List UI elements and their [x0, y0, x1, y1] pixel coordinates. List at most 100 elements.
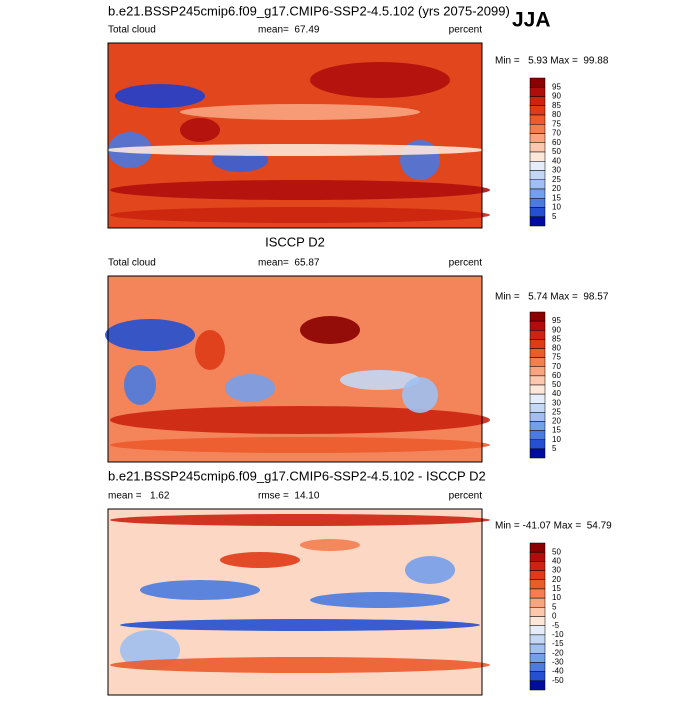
colorbar-label: 5 [552, 444, 557, 453]
colorbar-box [529, 430, 546, 440]
panel-title: ISCCP D2 [265, 234, 325, 249]
map-field [115, 84, 205, 108]
colorbar-box [529, 662, 546, 672]
stat-label: mean= 65.87 [258, 258, 320, 269]
colorbar-box [529, 320, 546, 331]
colorbar-label: 85 [552, 101, 561, 110]
colorbar-box [529, 607, 546, 617]
stat-label: rmse = 14.10 [258, 491, 320, 502]
colorbar-box [529, 643, 546, 654]
colorbar-label: 80 [552, 344, 561, 353]
colorbar-box [529, 142, 546, 153]
map-field [180, 118, 220, 142]
units-label: percent [449, 25, 483, 36]
colorbar-label: 85 [552, 334, 561, 343]
colorbar-label: 25 [552, 175, 561, 184]
colorbar-box [529, 330, 546, 340]
stat-label: mean= 67.49 [258, 25, 320, 36]
map-field [220, 552, 300, 568]
map-field [110, 406, 490, 434]
colorbar-label: 30 [552, 166, 561, 175]
map-field [300, 316, 360, 344]
map-field [120, 619, 480, 631]
colorbar-box [529, 625, 546, 636]
colorbar-label: 0 [552, 612, 557, 621]
map-background [108, 276, 482, 462]
map-field [110, 514, 490, 526]
map-field [110, 207, 490, 223]
colorbar-box [529, 198, 546, 208]
colorbar-label: 5 [552, 212, 557, 221]
colorbar-label: 20 [552, 184, 561, 193]
colorbar-box [529, 77, 546, 88]
colorbar-box [529, 188, 546, 199]
colorbar-box [529, 597, 546, 608]
colorbar-box [529, 311, 546, 322]
colorbar-box [529, 207, 546, 217]
colorbar-label: 95 [552, 316, 561, 325]
colorbar-label: 50 [552, 380, 561, 389]
colorbar-label: 60 [552, 138, 561, 147]
map-field [110, 657, 490, 673]
colorbar-label: 75 [552, 119, 561, 128]
colorbar-label: -30 [552, 658, 564, 667]
variable-label: Total cloud [108, 258, 156, 269]
map-field [405, 556, 455, 584]
colorbar-box [529, 339, 546, 349]
colorbar-label: 40 [552, 556, 561, 565]
colorbar-label: 15 [552, 584, 561, 593]
colorbar-box [529, 561, 546, 571]
colorbar-box [529, 375, 546, 386]
colorbar-box [529, 161, 546, 171]
units-label: percent [449, 258, 483, 269]
map-field [225, 374, 275, 402]
colorbar-box [529, 87, 546, 97]
colorbar-box [529, 124, 546, 134]
minmax-label: Min = 5.74 Max = 98.57 [495, 292, 609, 303]
colorbar-label: 90 [552, 92, 561, 101]
map-field [140, 580, 260, 600]
colorbar-box [529, 114, 546, 125]
colorbar-box [529, 412, 546, 422]
colorbar-box [529, 421, 546, 431]
map-frame [107, 42, 483, 229]
map-field [110, 437, 490, 453]
colorbar-box [529, 551, 546, 562]
colorbar-label: 90 [552, 325, 561, 334]
map-frame [107, 508, 483, 696]
map-field [105, 319, 195, 351]
map-field [310, 592, 450, 608]
colorbar-box [529, 634, 546, 645]
colorbar-label: 80 [552, 110, 561, 119]
colorbar-box [529, 384, 546, 395]
colorbar-label: 15 [552, 426, 561, 435]
colorbar-box [529, 133, 546, 143]
colorbar-label: 60 [552, 371, 561, 380]
colorbar-box [529, 170, 546, 180]
colorbar-label: 40 [552, 389, 561, 398]
colorbar-label: -5 [552, 621, 560, 630]
colorbar-box [529, 448, 546, 459]
map-frame [107, 275, 483, 463]
season-label: JJA [512, 9, 551, 32]
colorbar-label: -40 [552, 667, 564, 676]
colorbar-box [529, 393, 546, 404]
colorbar-label: 75 [552, 353, 561, 362]
colorbar-label: 70 [552, 362, 561, 371]
colorbar-label: 5 [552, 602, 557, 611]
colorbar-label: 50 [552, 147, 561, 156]
colorbar-label: 95 [552, 82, 561, 91]
colorbar-box [529, 216, 546, 227]
colorbar-box [529, 439, 546, 450]
colorbar-box [529, 348, 546, 358]
figure-title: b.e21.BSSP245cmip6.f09_g17.CMIP6-SSP2-4.… [108, 3, 510, 18]
minmax-label: Min = 5.93 Max = 99.88 [495, 56, 609, 67]
minmax-label: Min = -41.07 Max = 54.79 [495, 521, 612, 532]
colorbar-label: 20 [552, 417, 561, 426]
colorbar-box [529, 357, 546, 367]
map-field [180, 104, 420, 120]
colorbar-box [529, 579, 546, 590]
colorbar-label: -10 [552, 630, 564, 639]
colorbar-box [529, 403, 546, 413]
